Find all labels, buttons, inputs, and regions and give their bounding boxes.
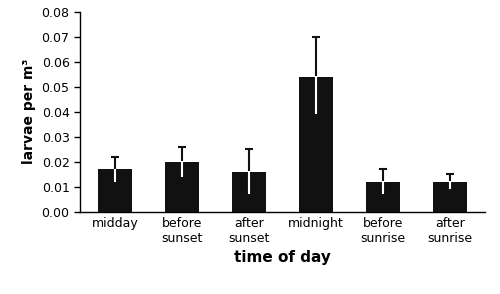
Bar <box>98 169 132 212</box>
Bar <box>433 182 466 212</box>
Bar <box>232 172 266 212</box>
Y-axis label: larvae per m³: larvae per m³ <box>22 59 36 164</box>
Bar <box>166 162 199 212</box>
X-axis label: time of day: time of day <box>234 250 331 265</box>
Bar <box>299 77 332 212</box>
Bar <box>366 182 400 212</box>
